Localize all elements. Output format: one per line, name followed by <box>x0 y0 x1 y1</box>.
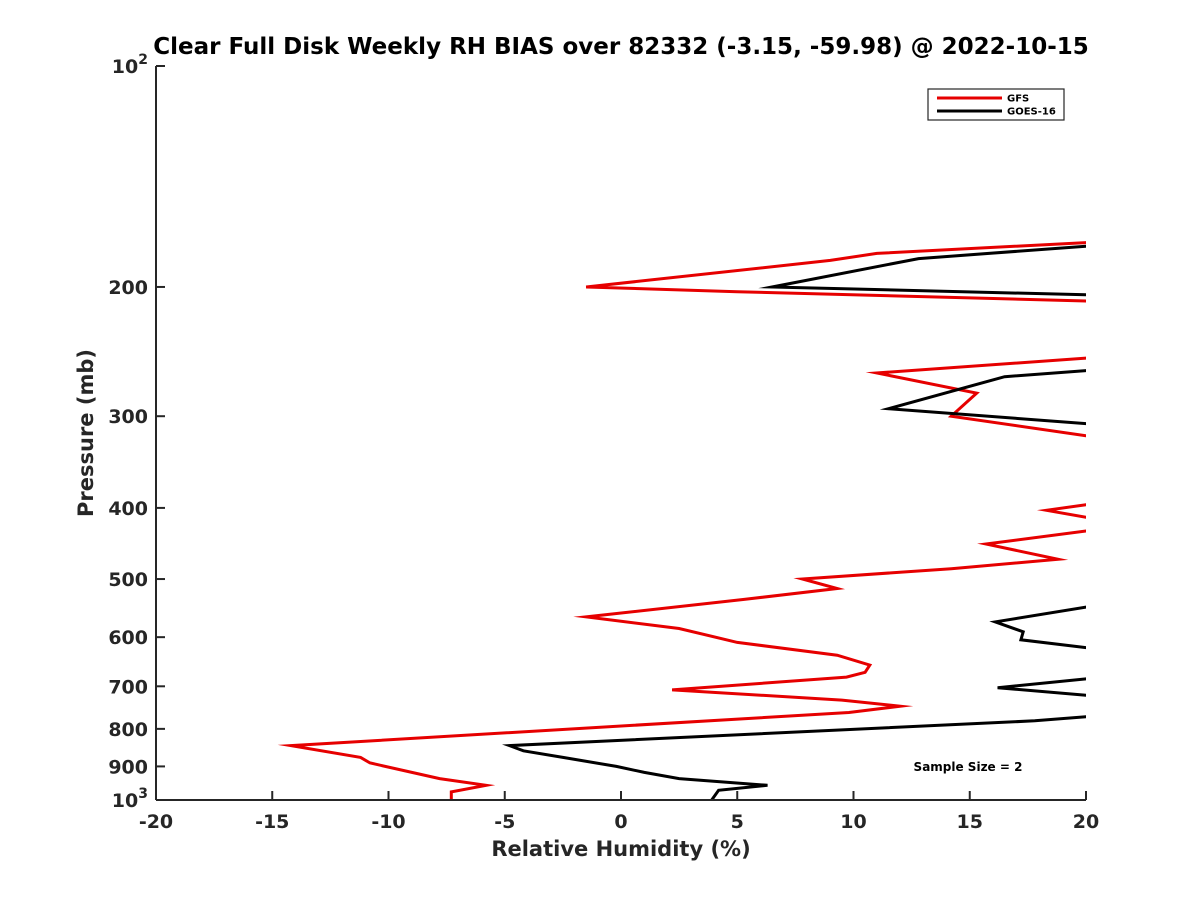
x-tick-label: -15 <box>255 811 289 833</box>
series-line-goes-16-4 <box>501 715 1086 800</box>
legend-label-gfs: GFS <box>1007 94 1029 105</box>
legend-box <box>927 88 1065 121</box>
axes-layer: -20 -15 -10 -5 0 5 10 15 20 102 200 300 400 500 600 700… <box>108 52 1099 833</box>
legend: GFS GOES-16 <box>927 88 1065 121</box>
x-tick-label: -10 <box>371 811 405 833</box>
x-tick-label: -5 <box>494 811 515 833</box>
x-tick-label: 15 <box>957 811 983 833</box>
y-tick-label: 103 <box>112 786 148 812</box>
y-tick-label: 700 <box>108 676 148 698</box>
y-tick-label: 600 <box>108 627 148 649</box>
sample-size-annotation: Sample Size = 2 <box>914 760 1023 774</box>
series-line-gfs-0 <box>585 241 1086 303</box>
x-tick-label: 10 <box>840 811 866 833</box>
x-tick-label: -20 <box>139 811 173 833</box>
y-tick-label: 400 <box>108 498 148 520</box>
series-line-gfs-2 <box>1036 503 1086 519</box>
series-line-goes-16-3 <box>997 677 1086 697</box>
y-tick-label: 300 <box>108 406 148 428</box>
y-tick-label: 900 <box>108 756 148 778</box>
series-line-goes-16-2 <box>989 605 1086 650</box>
y-tick-label: 500 <box>108 569 148 591</box>
y-tick-label: 200 <box>108 277 148 299</box>
x-tick-label: 5 <box>731 811 744 833</box>
series-line-gfs-3 <box>277 529 1086 800</box>
y-tick-label: 800 <box>108 719 148 741</box>
series-layer <box>277 241 1086 800</box>
chart-title: Clear Full Disk Weekly RH BIAS over 8233… <box>153 34 1089 60</box>
x-tick-label: 0 <box>614 811 627 833</box>
x-axis-label: Relative Humidity (%) <box>491 837 750 861</box>
legend-label-goes-16: GOES-16 <box>1007 107 1056 118</box>
y-axis-label: Pressure (mb) <box>74 349 98 517</box>
y-tick-label: 102 <box>112 52 148 78</box>
x-tick-label: 20 <box>1073 811 1099 833</box>
series-line-goes-16-1 <box>879 369 1086 426</box>
series-line-goes-16-0 <box>758 244 1086 297</box>
series-line-gfs-1 <box>865 356 1086 438</box>
